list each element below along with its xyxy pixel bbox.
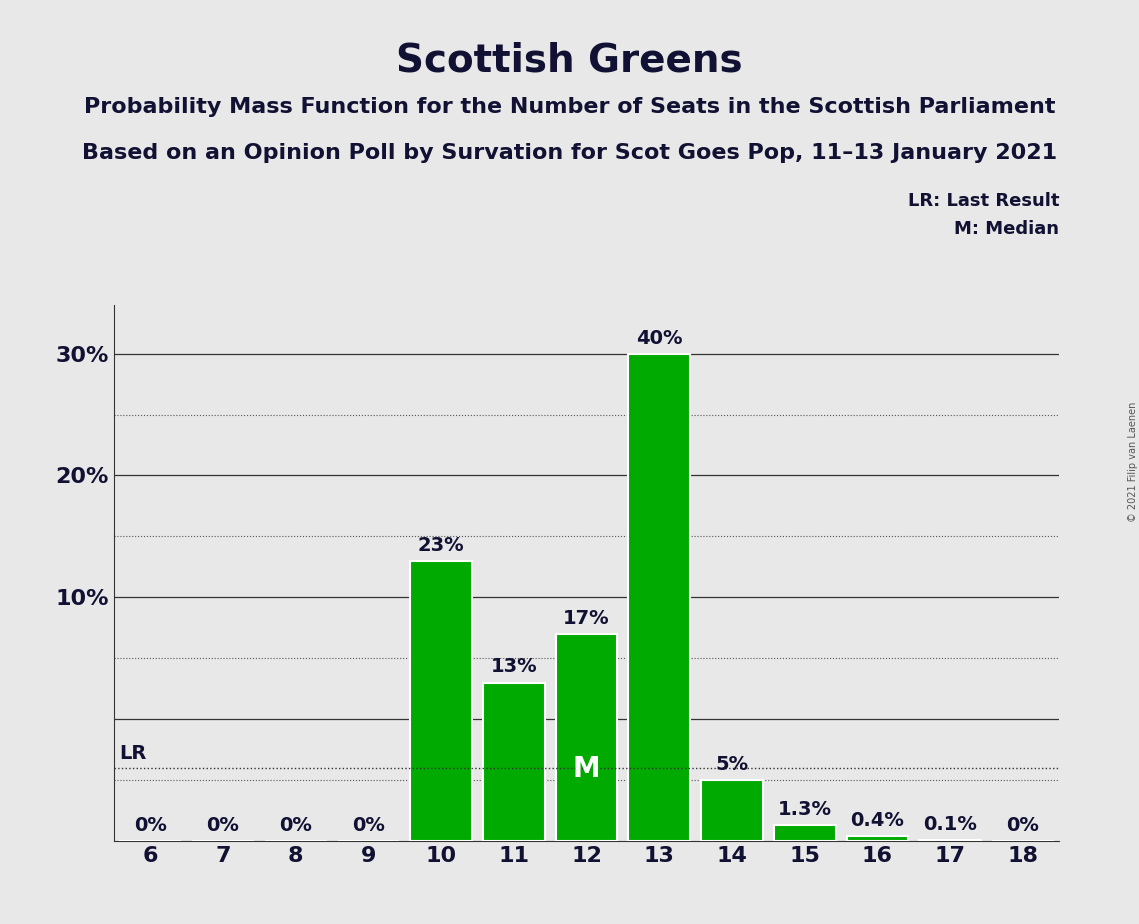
Text: Probability Mass Function for the Number of Seats in the Scottish Parliament: Probability Mass Function for the Number… (84, 97, 1055, 117)
Text: 0%: 0% (279, 816, 312, 834)
Text: LR: LR (120, 744, 147, 763)
Bar (483, 683, 544, 841)
Bar (773, 825, 836, 841)
Text: 0%: 0% (1007, 816, 1040, 834)
Text: 0%: 0% (133, 816, 166, 834)
Text: 17%: 17% (564, 609, 609, 627)
Text: 0.4%: 0.4% (851, 811, 904, 830)
Text: 0.1%: 0.1% (924, 815, 977, 833)
Text: LR: Last Result: LR: Last Result (908, 192, 1059, 210)
Text: 1.3%: 1.3% (778, 800, 831, 819)
Text: 0%: 0% (352, 816, 385, 834)
Text: Based on an Opinion Poll by Survation for Scot Goes Pop, 11–13 January 2021: Based on an Opinion Poll by Survation fo… (82, 143, 1057, 164)
Text: 0%: 0% (206, 816, 239, 834)
Text: 13%: 13% (491, 657, 538, 676)
Bar (556, 634, 617, 841)
Bar (919, 840, 981, 841)
Text: M: M (573, 755, 600, 783)
Text: 5%: 5% (715, 755, 748, 774)
Text: © 2021 Filip van Laenen: © 2021 Filip van Laenen (1129, 402, 1138, 522)
Text: 23%: 23% (418, 536, 465, 554)
Bar (846, 836, 909, 841)
Text: 40%: 40% (636, 329, 682, 347)
Text: M: Median: M: Median (954, 220, 1059, 237)
Bar (410, 561, 472, 841)
Bar (629, 354, 690, 841)
Text: Scottish Greens: Scottish Greens (396, 42, 743, 79)
Bar (702, 780, 763, 841)
